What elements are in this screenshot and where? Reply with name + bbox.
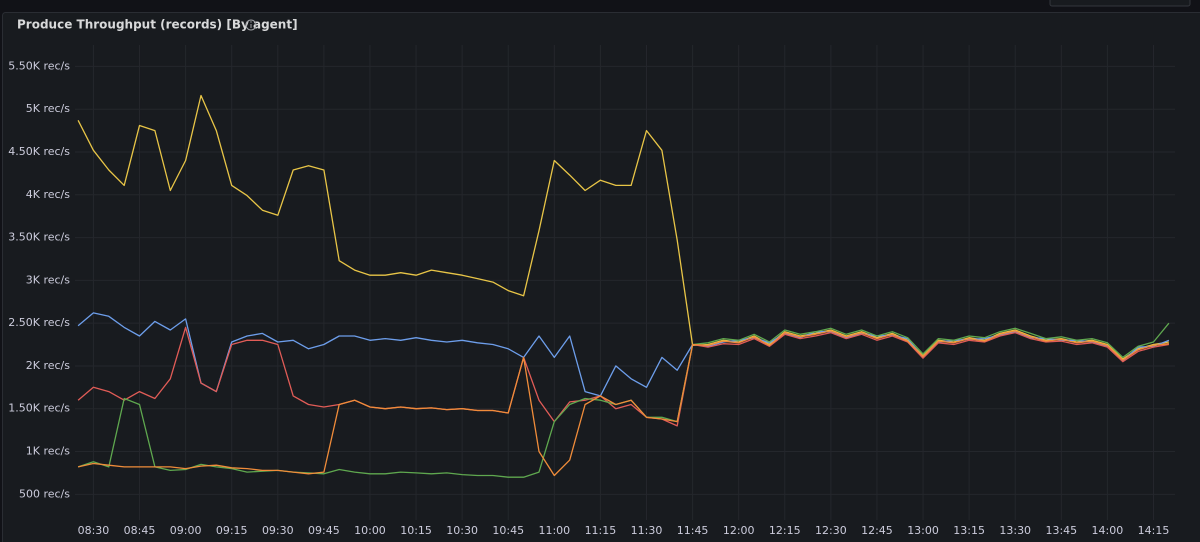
x-tick-label: 12:45 (861, 524, 893, 537)
y-tick-label: 1.50K rec/s (8, 402, 70, 415)
x-tick-label: 09:30 (262, 524, 294, 537)
x-tick-label: 13:30 (999, 524, 1031, 537)
panel (2, 12, 1200, 542)
x-tick-label: 08:30 (78, 524, 110, 537)
y-tick-label: 2K rec/s (26, 359, 71, 372)
x-tick-label: 13:15 (953, 524, 985, 537)
x-tick-label: 09:15 (216, 524, 248, 537)
x-tick-label: 08:45 (124, 524, 156, 537)
series-line (77, 94, 1170, 360)
series-line (77, 312, 1170, 397)
y-tick-label: 3.50K rec/s (8, 231, 70, 244)
x-tick-label: 10:00 (354, 524, 386, 537)
x-tick-label: 09:45 (308, 524, 340, 537)
y-tick-label: 4K rec/s (26, 188, 71, 201)
series-line (77, 330, 1169, 477)
panel-title: Produce Throughput (records) [By agent] (17, 18, 298, 32)
x-tick-label: 10:30 (446, 524, 478, 537)
x-tick-label: 13:45 (1045, 524, 1077, 537)
y-tick-label: 5.50K rec/s (8, 59, 70, 72)
y-tick-label: 3K rec/s (26, 273, 71, 286)
info-icon[interactable] (245, 19, 257, 31)
x-tick-label: 14:15 (1138, 524, 1170, 537)
x-tick-label: 12:00 (723, 524, 755, 537)
y-tick-label: 1K rec/s (26, 445, 71, 458)
x-tick-label: 11:15 (585, 524, 617, 537)
lines (77, 94, 1170, 478)
x-tick-label: 12:15 (769, 524, 801, 537)
x-tick-label: 10:15 (400, 524, 432, 537)
x-tick-label: 09:00 (170, 524, 202, 537)
x-tick-label: 13:00 (907, 524, 939, 537)
grid (75, 45, 1175, 520)
x-tick-label: 10:45 (492, 524, 524, 537)
x-tick-label: 14:00 (1092, 524, 1124, 537)
series-line (77, 326, 1170, 427)
x-tick-label: 11:30 (631, 524, 663, 537)
x-tick-label: 11:00 (538, 524, 570, 537)
y-tick-label: 2.50K rec/s (8, 316, 70, 329)
x-tick-label: 11:45 (677, 524, 709, 537)
y-tick-label: 500 rec/s (19, 487, 70, 500)
top-control[interactable] (1049, 0, 1191, 7)
x-tick-label: 12:30 (815, 524, 847, 537)
labels: 500 rec/s 1K rec/s 1.50K rec/s 2K rec/s 2.50… (8, 59, 1169, 537)
y-tick-label: 4.50K rec/s (8, 145, 70, 158)
y-tick-label: 5K rec/s (26, 102, 71, 115)
